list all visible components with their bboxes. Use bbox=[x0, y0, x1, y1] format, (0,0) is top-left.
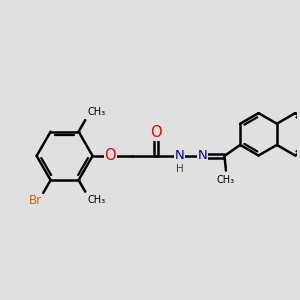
Text: CH₃: CH₃ bbox=[217, 175, 235, 185]
Text: N: N bbox=[197, 149, 207, 162]
Text: N: N bbox=[175, 149, 184, 162]
Text: O: O bbox=[104, 148, 116, 164]
Text: H: H bbox=[176, 164, 183, 174]
Text: CH₃: CH₃ bbox=[88, 195, 106, 205]
Text: CH₃: CH₃ bbox=[88, 107, 106, 117]
Text: O: O bbox=[150, 125, 162, 140]
Text: Br: Br bbox=[29, 194, 42, 207]
